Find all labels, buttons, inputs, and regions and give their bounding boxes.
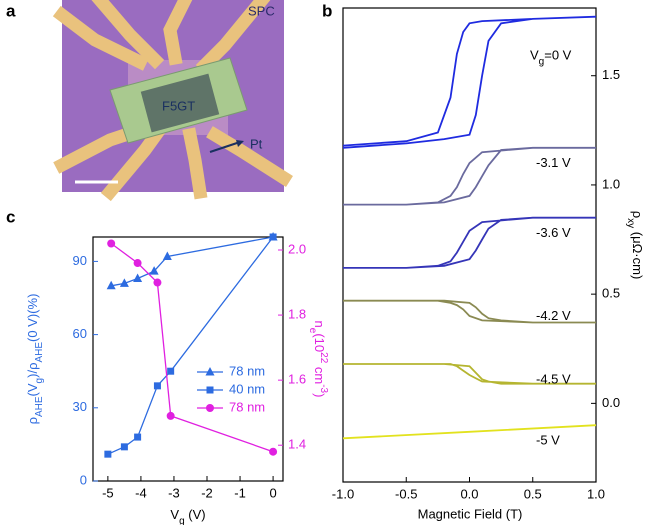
label-part: ρ	[630, 211, 645, 218]
x-tick-label: -3	[168, 485, 180, 500]
marker	[134, 434, 141, 441]
panel-label: c	[6, 207, 15, 226]
legend-label: 78 nm	[229, 363, 265, 378]
label-part: (μΩ·cm)	[630, 228, 645, 279]
x-tick-label: -1.0	[332, 486, 354, 501]
label-part: (0 V)(%)	[25, 294, 40, 342]
y-tick-label: 0.5	[602, 286, 620, 301]
y2-tick-label: 1.4	[288, 437, 306, 452]
y-tick-label: 90	[73, 253, 87, 268]
label-part: n	[312, 321, 327, 328]
panel-label: a	[6, 1, 16, 20]
marker	[107, 240, 115, 248]
legend-marker	[206, 404, 214, 412]
series-line	[111, 244, 273, 452]
x-tick-label: 0	[269, 485, 276, 500]
x-tick-label: -0.5	[395, 486, 417, 501]
y-axis-title: ρAHE(Vg)/ρAHE(0 V)(%)	[25, 294, 45, 425]
plot-frame	[343, 8, 596, 482]
x-tick-label: -2	[201, 485, 213, 500]
marker	[269, 448, 277, 456]
legend-label: 78 nm	[229, 399, 265, 414]
label-part: (V)	[185, 507, 206, 522]
marker	[134, 259, 142, 267]
marker	[167, 368, 174, 375]
figure: SPC F5GT Pt a b c Magnetic Field (T) ρxy…	[0, 0, 651, 525]
label-part: (10	[312, 333, 327, 352]
y2-tick-label: 1.6	[288, 372, 306, 387]
image-label: SPC	[248, 3, 275, 18]
y-axis-title: ρxy (μΩ·cm)	[625, 211, 645, 280]
y2-tick-label: 2.0	[288, 241, 306, 256]
label-part: (V	[25, 383, 40, 396]
legend-label: 40 nm	[229, 381, 265, 396]
label-part: xy	[625, 218, 636, 228]
series-label: -3.6 V	[536, 225, 571, 240]
label-part: )	[312, 393, 327, 397]
image-label: Pt	[250, 136, 263, 151]
label-part: =0 V	[544, 48, 571, 63]
y-tick-label: 1.5	[602, 67, 620, 82]
marker	[270, 234, 277, 241]
y2-tick-label: 1.8	[288, 307, 306, 322]
marker	[104, 451, 111, 458]
y2-axis-title: ne(1022 cm-3)	[307, 321, 329, 398]
marker	[167, 412, 175, 420]
series-label: -4.2 V	[536, 308, 571, 323]
x-tick-label: -4	[135, 485, 147, 500]
label-part: ρ	[25, 417, 40, 424]
y-tick-label: 1.0	[602, 176, 620, 191]
label-part: V	[530, 48, 539, 63]
label-part: AHE	[34, 396, 45, 417]
x-tick-label: 1.0	[587, 486, 605, 501]
label-part: V	[170, 507, 179, 522]
x-tick-label: -1	[234, 485, 246, 500]
label-part: 22	[318, 352, 329, 364]
x-tick-label: 0.5	[524, 486, 542, 501]
y-tick-label: 30	[73, 399, 87, 414]
x-tick-label: -5	[102, 485, 114, 500]
series-label: Vg=0 V	[530, 48, 572, 68]
series-line	[108, 237, 273, 454]
y-tick-label: 60	[73, 326, 87, 341]
x-tick-label: 0.0	[460, 486, 478, 501]
series-label: -3.1 V	[536, 155, 571, 170]
legend-marker	[206, 367, 215, 376]
y-tick-label: 0.0	[602, 395, 620, 410]
marker	[153, 279, 161, 287]
image-label: F5GT	[162, 98, 195, 113]
label-part: )/ρ	[25, 363, 40, 378]
series-label: -4.5 V	[536, 371, 571, 386]
x-axis-title: Vg (V)	[170, 507, 205, 525]
x-axis-title: Magnetic Field (T)	[418, 506, 523, 521]
label-part: cm	[312, 363, 327, 384]
panel-label: b	[322, 1, 332, 20]
micrograph: SPC F5GT Pt	[62, 0, 284, 192]
y-tick-label: 0	[80, 472, 87, 487]
marker	[154, 382, 161, 389]
label-part: AHE	[34, 342, 45, 363]
series-line	[343, 17, 596, 148]
series-label: -5 V	[536, 433, 560, 448]
legend-marker	[207, 387, 214, 394]
marker	[121, 443, 128, 450]
